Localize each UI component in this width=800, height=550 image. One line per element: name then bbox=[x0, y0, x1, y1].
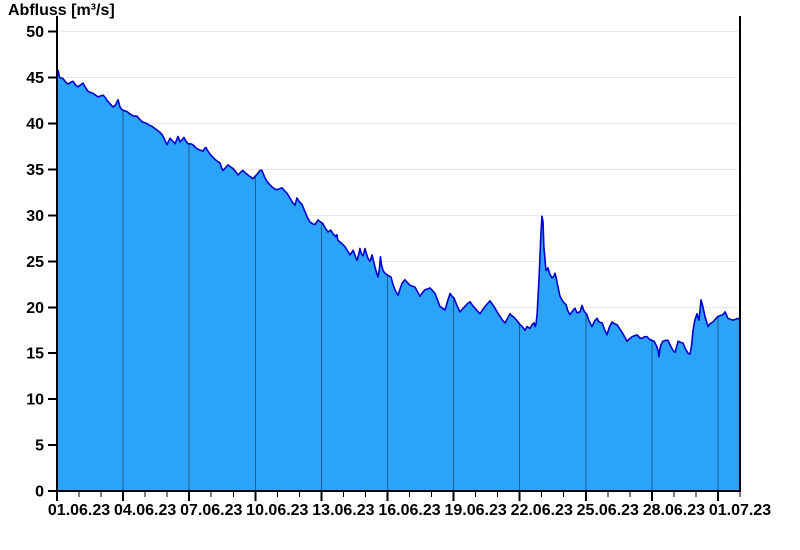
svg-text:01.06.23: 01.06.23 bbox=[48, 502, 110, 519]
svg-text:13.06.23: 13.06.23 bbox=[312, 502, 374, 519]
discharge-curve bbox=[56, 69, 741, 358]
svg-text:04.06.23: 04.06.23 bbox=[114, 502, 176, 519]
svg-text:15: 15 bbox=[26, 346, 44, 363]
svg-text:16.06.23: 16.06.23 bbox=[378, 502, 440, 519]
svg-text:5: 5 bbox=[35, 438, 44, 455]
svg-text:28.06.23: 28.06.23 bbox=[643, 502, 705, 519]
svg-text:45: 45 bbox=[26, 70, 44, 87]
svg-text:40: 40 bbox=[26, 116, 44, 133]
svg-text:01.07.23: 01.07.23 bbox=[709, 502, 771, 519]
y-axis-ticks bbox=[48, 30, 57, 492]
chart-title: Abfluss [m³/s] bbox=[8, 2, 115, 19]
svg-text:22.06.23: 22.06.23 bbox=[511, 502, 573, 519]
svg-text:25.06.23: 25.06.23 bbox=[577, 502, 639, 519]
svg-text:10: 10 bbox=[26, 392, 44, 409]
svg-text:0: 0 bbox=[35, 484, 44, 501]
x-axis-labels: 01.06.23 04.06.23 07.06.23 10.06.23 13.06.23… bbox=[48, 502, 771, 519]
svg-text:30: 30 bbox=[26, 208, 44, 225]
svg-text:25: 25 bbox=[26, 254, 44, 271]
area-fill bbox=[57, 70, 740, 491]
svg-text:07.06.23: 07.06.23 bbox=[180, 502, 242, 519]
svg-text:20: 20 bbox=[26, 300, 44, 317]
x-axis-ticks bbox=[56, 492, 741, 501]
svg-text:35: 35 bbox=[26, 162, 44, 179]
y-axis-labels: 0 5 10 15 20 25 30 35 40 45 50 bbox=[26, 24, 44, 500]
svg-text:19.06.23: 19.06.23 bbox=[444, 502, 506, 519]
svg-text:50: 50 bbox=[26, 24, 44, 41]
svg-text:10.06.23: 10.06.23 bbox=[246, 502, 308, 519]
axes bbox=[56, 16, 741, 492]
